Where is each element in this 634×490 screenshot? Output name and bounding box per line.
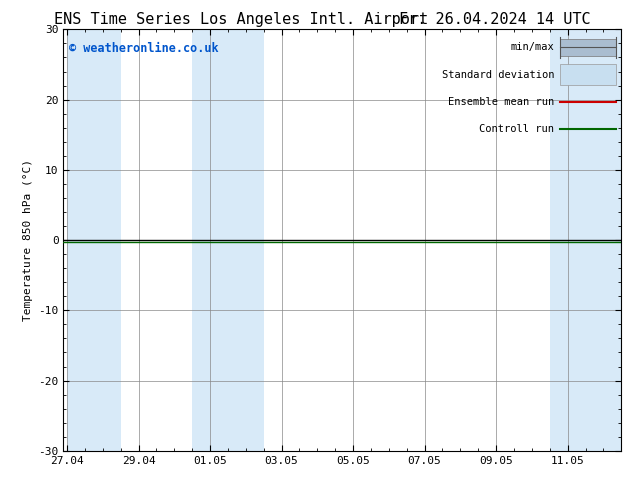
Text: min/max: min/max bbox=[510, 42, 554, 52]
Bar bbox=[550, 29, 621, 451]
Bar bbox=[560, 64, 616, 85]
Text: Controll run: Controll run bbox=[479, 124, 554, 134]
Text: Fr. 26.04.2024 14 UTC: Fr. 26.04.2024 14 UTC bbox=[399, 12, 590, 27]
Y-axis label: Temperature 850 hPa (°C): Temperature 850 hPa (°C) bbox=[23, 159, 33, 321]
Bar bbox=[560, 39, 616, 56]
Bar bbox=[192, 29, 264, 451]
Text: Ensemble mean run: Ensemble mean run bbox=[448, 97, 554, 107]
Text: Standard deviation: Standard deviation bbox=[442, 70, 554, 80]
Text: ENS Time Series Los Angeles Intl. Airport: ENS Time Series Los Angeles Intl. Airpor… bbox=[54, 12, 428, 27]
Bar bbox=[67, 29, 120, 451]
Text: © weatheronline.co.uk: © weatheronline.co.uk bbox=[69, 42, 219, 55]
